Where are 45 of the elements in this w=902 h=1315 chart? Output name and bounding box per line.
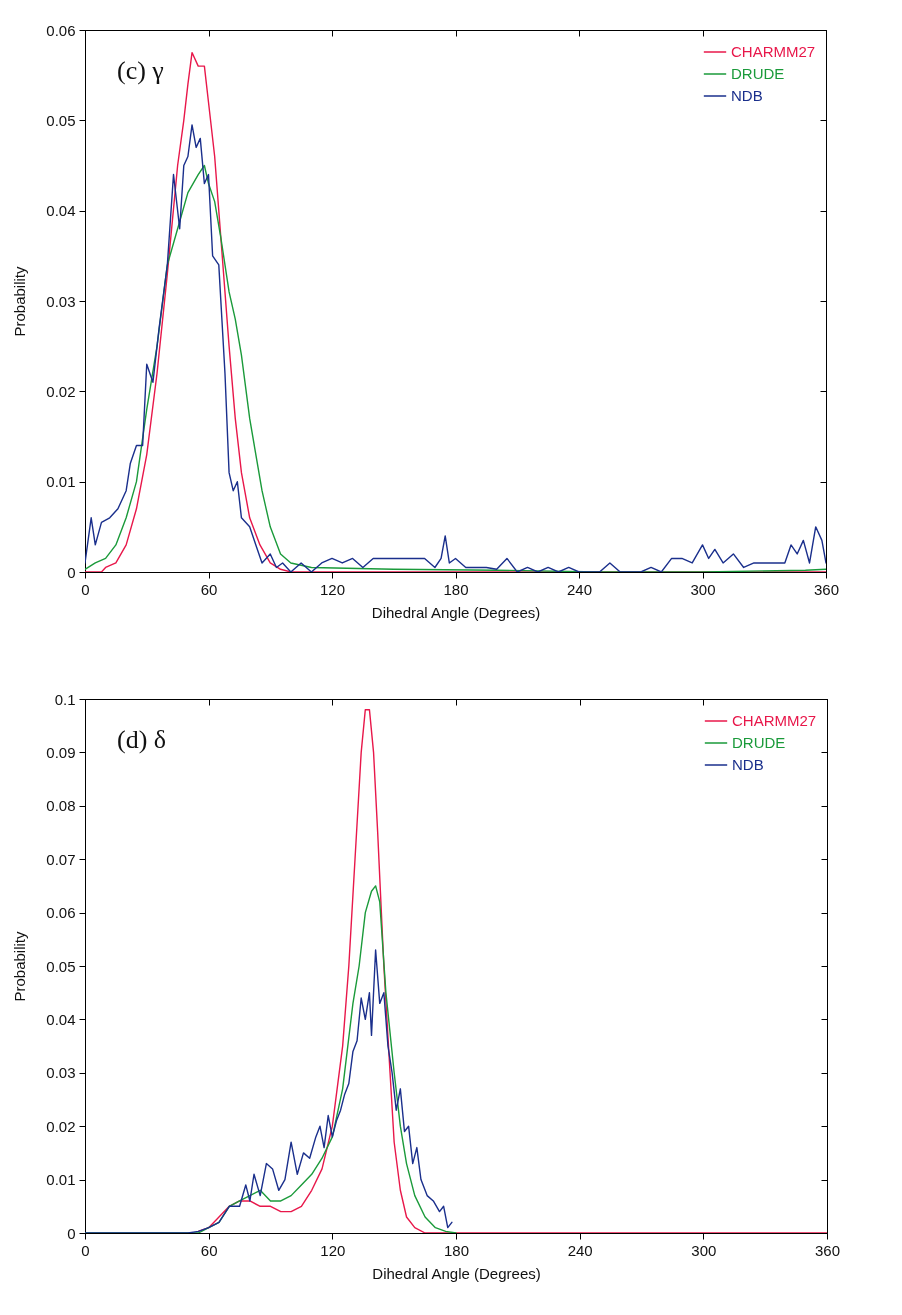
y-tick-label: 0.04 [46,202,76,220]
y-tick-label: 0 [67,1224,76,1242]
x-tick-label: 300 [690,580,716,598]
y-tick-label: 0.08 [46,797,76,815]
line-series [85,949,453,1233]
y-tick-label: 0.05 [46,957,76,975]
y-tick-label: 0.01 [46,1171,76,1189]
y-tick-label: 0.02 [46,382,76,400]
y-tick-label: 0.06 [46,904,76,922]
x-tick-label: 0 [81,580,90,598]
x-axis-title: Dihedral Angle (Degrees) [371,603,541,621]
annotation: (d) δ [117,725,167,754]
y-axis-title: Probability [11,265,29,337]
x-tick-label: 180 [443,1241,470,1259]
y-tick-label: 0.06 [46,21,76,39]
x-tick-label: 120 [320,1241,346,1259]
y-tick-label: 0.07 [46,850,76,868]
x-tick-label: 0 [81,1241,90,1259]
y-tick-label: 0.02 [46,1117,76,1135]
legend-label: DRUDE [732,734,786,751]
y-tick-label: 0.05 [46,111,76,129]
y-tick-label: 0.1 [54,690,76,708]
y-tick-label: 0.01 [46,473,76,491]
x-tick-label: 120 [319,580,346,598]
x-tick-label: 60 [200,580,218,598]
legend-label: CHARMM27 [731,43,816,60]
x-tick-label: 360 [813,580,840,598]
x-tick-label: 60 [200,1241,218,1259]
y-tick-label: 0 [67,563,76,581]
y-axis-title: Probability [11,930,29,1002]
x-tick-label: 240 [566,580,593,598]
legend-label: CHARMM27 [732,712,817,729]
x-axis-title: Dihedral Angle (Degrees) [372,1264,541,1282]
x-tick-label: 300 [691,1241,717,1259]
legend-label: NDB [732,756,764,773]
y-tick-label: 0.04 [46,1010,76,1028]
legend-label: NDB [731,87,763,104]
x-tick-label: 240 [567,1241,593,1259]
x-tick-label: 180 [443,580,469,598]
legend-label: DRUDE [731,65,785,82]
x-tick-label: 360 [814,1241,841,1259]
annotation: (c) γ [117,56,164,85]
y-tick-label: 0.03 [46,292,76,310]
y-tick-label: 0.03 [46,1064,76,1082]
y-tick-label: 0.09 [46,743,76,761]
